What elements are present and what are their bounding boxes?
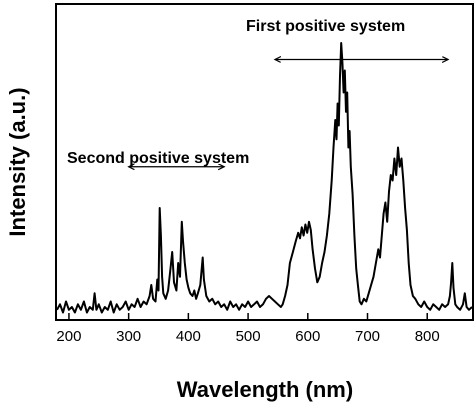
x-tick-label: 200 bbox=[56, 328, 81, 345]
spectrum-series-line bbox=[56, 42, 473, 314]
x-tick-label: 800 bbox=[415, 328, 440, 345]
x-tick-label: 700 bbox=[355, 328, 380, 345]
x-tick-label: 500 bbox=[236, 328, 261, 345]
second-positive-system-label: Second positive system bbox=[67, 150, 249, 167]
plot-frame bbox=[55, 3, 474, 321]
x-tick-label: 600 bbox=[295, 328, 320, 345]
x-tick-label: 400 bbox=[176, 328, 201, 345]
y-axis-title: Intensity (a.u.) bbox=[5, 87, 30, 236]
x-tick-label: 300 bbox=[116, 328, 141, 345]
x-axis-title: Wavelength (nm) bbox=[177, 377, 353, 402]
x-axis-ticks: 200 300 400 500 600 700 800 bbox=[56, 313, 440, 345]
first-positive-system-label: First positive system bbox=[246, 18, 405, 35]
